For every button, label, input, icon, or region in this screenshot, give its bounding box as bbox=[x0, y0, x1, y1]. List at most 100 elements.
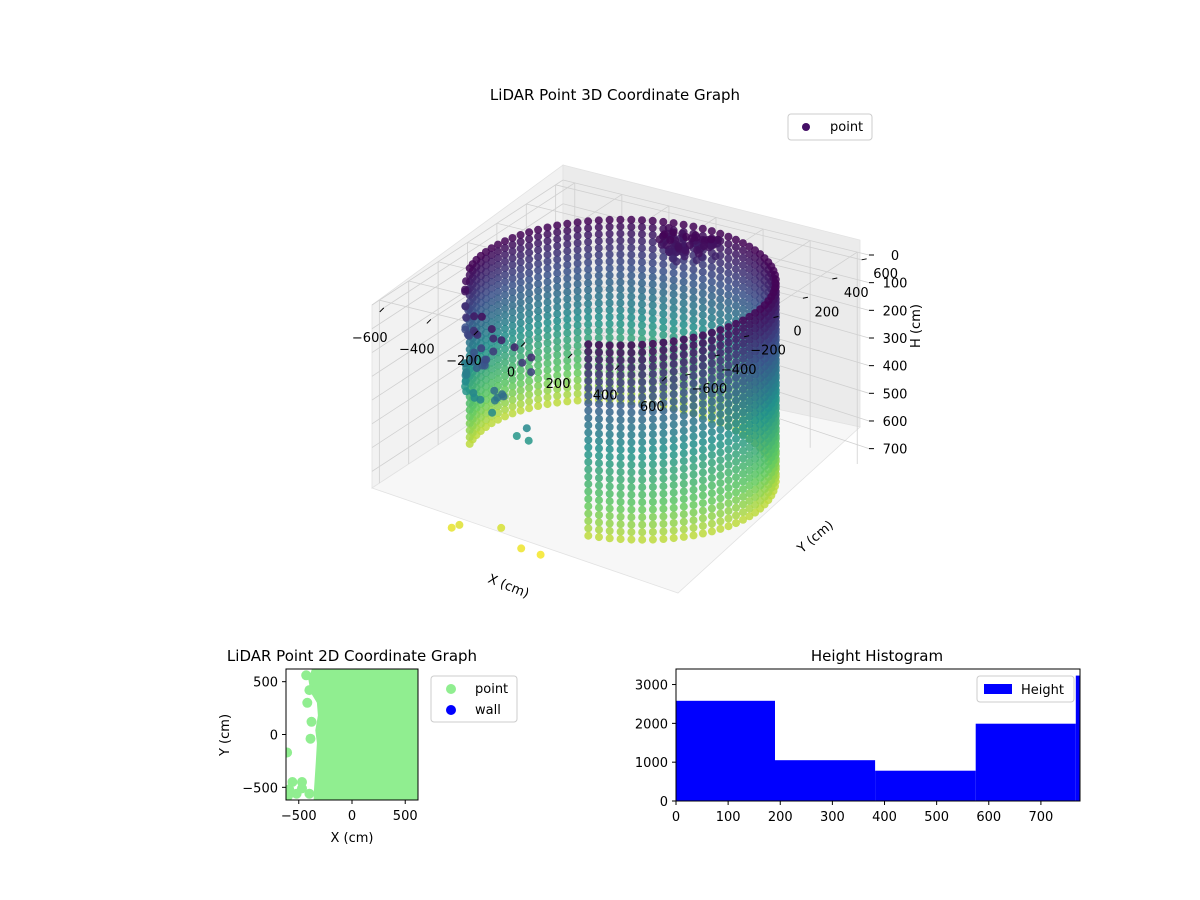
point-3d bbox=[679, 327, 688, 336]
point-3d bbox=[534, 293, 543, 302]
point-3d bbox=[534, 286, 543, 295]
point-3d bbox=[707, 435, 716, 444]
point-3d bbox=[659, 302, 668, 311]
point-3d bbox=[525, 309, 534, 318]
point-3d bbox=[669, 519, 678, 527]
point-3d bbox=[501, 277, 509, 286]
point-3d bbox=[689, 409, 698, 418]
point-3d bbox=[627, 264, 636, 273]
point-3d bbox=[739, 339, 747, 348]
point-3d bbox=[711, 252, 720, 261]
point-3d bbox=[648, 513, 657, 521]
point-2d bbox=[302, 697, 313, 708]
point-3d bbox=[638, 237, 646, 246]
point-3d bbox=[501, 398, 509, 407]
point-3d bbox=[616, 475, 625, 484]
point-3d bbox=[739, 362, 747, 371]
point-3d bbox=[698, 422, 707, 431]
point-3d bbox=[494, 375, 502, 384]
point-3d bbox=[738, 246, 747, 255]
point-3d bbox=[648, 460, 657, 469]
point-3d bbox=[716, 402, 725, 411]
point-3d bbox=[707, 270, 716, 279]
point-3d bbox=[595, 377, 603, 386]
point-3d bbox=[563, 247, 572, 256]
y-axis-label-2d: Y (cm) bbox=[218, 714, 233, 757]
point-3d bbox=[616, 497, 625, 506]
point-3d bbox=[605, 408, 614, 417]
point-3d bbox=[738, 239, 747, 248]
point-3d bbox=[745, 389, 754, 398]
point-3d bbox=[707, 496, 716, 505]
point-3d bbox=[605, 341, 614, 350]
point-3d bbox=[638, 223, 646, 232]
point-3d bbox=[689, 356, 698, 365]
point-3d bbox=[716, 425, 725, 434]
point-3d bbox=[689, 440, 698, 449]
point-3d bbox=[594, 278, 603, 287]
point-3d bbox=[605, 385, 614, 394]
point-3d bbox=[501, 378, 509, 387]
point-3d bbox=[707, 306, 716, 315]
point-3d bbox=[707, 227, 716, 236]
point-3d bbox=[605, 243, 614, 252]
point-3d bbox=[573, 321, 582, 330]
point-3d bbox=[455, 520, 464, 529]
point-3d bbox=[543, 400, 552, 409]
point-3d bbox=[605, 467, 614, 476]
point-3d bbox=[594, 333, 603, 342]
point-3d bbox=[563, 254, 572, 262]
point-3d bbox=[595, 370, 603, 379]
point-3d bbox=[605, 285, 614, 294]
point-3d bbox=[573, 245, 582, 254]
point-3d bbox=[679, 343, 688, 352]
point-3d bbox=[648, 259, 657, 268]
point-3d bbox=[716, 479, 725, 487]
point-3d bbox=[494, 260, 502, 269]
point-3d bbox=[669, 503, 678, 512]
point-3d bbox=[698, 499, 707, 508]
point-3d bbox=[616, 371, 625, 380]
point-3d bbox=[745, 474, 754, 482]
point-3d bbox=[525, 235, 534, 244]
point-3d bbox=[584, 377, 593, 386]
grid-z-back bbox=[562, 322, 870, 422]
point-3d bbox=[689, 424, 698, 433]
point-3d bbox=[689, 531, 698, 540]
point-3d bbox=[738, 253, 747, 262]
point-3d bbox=[508, 389, 517, 398]
point-3d bbox=[732, 519, 740, 528]
point-3d bbox=[648, 445, 657, 454]
z-tick-label-3d: 600 bbox=[883, 415, 908, 430]
point-3d bbox=[605, 423, 614, 431]
point-3d bbox=[584, 384, 593, 393]
y-tick-3d bbox=[744, 335, 750, 338]
z-axis-label-3d: H (cm) bbox=[909, 304, 924, 348]
point-3d bbox=[543, 250, 552, 259]
point-3d bbox=[679, 532, 688, 541]
legend-label-height: Height bbox=[1021, 683, 1064, 698]
point-3d bbox=[745, 257, 754, 266]
point-3d bbox=[739, 500, 747, 509]
point-3d bbox=[669, 413, 678, 421]
point-3d bbox=[584, 406, 593, 415]
point-3d bbox=[553, 242, 562, 250]
point-3d bbox=[616, 386, 625, 395]
point-3d bbox=[627, 356, 636, 365]
point-3d bbox=[627, 438, 636, 447]
point-3d bbox=[616, 299, 625, 308]
point-3d bbox=[716, 486, 725, 495]
point-3d bbox=[461, 287, 470, 296]
point-3d bbox=[494, 368, 502, 377]
point-3d bbox=[616, 341, 625, 350]
point-3d bbox=[724, 468, 733, 477]
point-3d bbox=[553, 255, 562, 264]
point-3d bbox=[724, 298, 733, 307]
point-3d bbox=[724, 283, 733, 292]
point-3d bbox=[732, 419, 740, 428]
point-3d bbox=[605, 333, 614, 342]
point-3d bbox=[745, 435, 754, 444]
point-3d bbox=[627, 490, 636, 499]
point-3d bbox=[525, 329, 534, 338]
point-3d bbox=[553, 337, 562, 346]
